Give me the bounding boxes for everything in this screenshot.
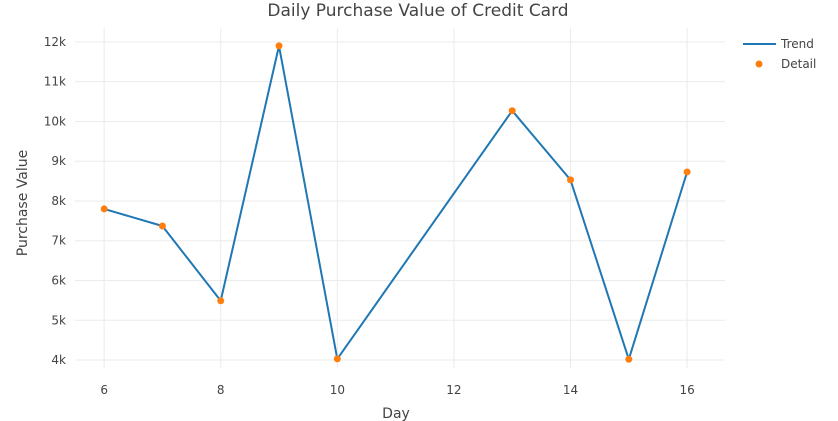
y-tick-label: 6k xyxy=(51,274,66,288)
trend-line[interactable] xyxy=(103,44,689,361)
detail-point[interactable] xyxy=(683,168,691,176)
y-axis-title: Purchase Value xyxy=(15,150,31,256)
plot-area xyxy=(100,42,691,363)
x-tick-label: 14 xyxy=(563,383,578,397)
x-axis-title: Day xyxy=(382,406,410,421)
legend: Trend Detail xyxy=(743,37,816,71)
legend-item-detail[interactable]: Detail xyxy=(755,57,817,71)
y-tick-label: 9k xyxy=(51,154,66,168)
chart-title: Daily Purchase Value of Credit Card xyxy=(267,1,568,21)
y-tick-label: 12k xyxy=(44,35,66,49)
detail-point[interactable] xyxy=(275,42,283,50)
legend-item-trend[interactable]: Trend xyxy=(743,37,814,51)
x-tick-label: 16 xyxy=(679,383,694,397)
detail-point[interactable] xyxy=(158,222,166,230)
detail-point[interactable] xyxy=(100,205,108,213)
detail-point[interactable] xyxy=(625,355,633,363)
x-tick-labels: 6 8 10 12 14 16 xyxy=(100,383,694,397)
y-tick-labels: 4k 5k 6k 7k 8k 9k 10k 11k 12k xyxy=(44,35,66,367)
legend-detail-swatch xyxy=(755,60,763,68)
y-tick-label: 11k xyxy=(44,75,66,89)
detail-point[interactable] xyxy=(508,107,516,115)
x-tick-label: 6 xyxy=(100,383,108,397)
y-tick-label: 7k xyxy=(51,234,66,248)
x-tick-label: 10 xyxy=(330,383,345,397)
detail-point[interactable] xyxy=(217,297,225,305)
x-tick-label: 12 xyxy=(446,383,461,397)
y-tick-label: 4k xyxy=(51,353,66,367)
y-tick-label: 10k xyxy=(44,114,66,128)
y-tick-label: 8k xyxy=(51,194,66,208)
y-tick-label: 5k xyxy=(51,313,66,327)
detail-point[interactable] xyxy=(567,176,575,184)
detail-point[interactable] xyxy=(333,355,341,363)
legend-trend-label: Trend xyxy=(780,37,814,51)
grid xyxy=(75,28,725,368)
x-tick-label: 8 xyxy=(217,383,225,397)
legend-detail-label: Detail xyxy=(781,57,816,71)
